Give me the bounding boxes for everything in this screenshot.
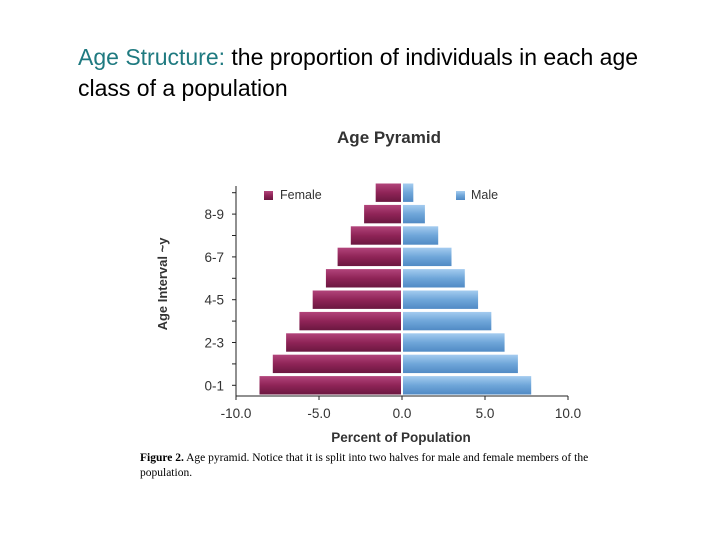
plot-area <box>235 182 568 397</box>
bar-female-6 <box>336 247 403 267</box>
heading-term: Age Structure: <box>78 44 226 70</box>
y-tick-label: 6-7 <box>204 250 224 265</box>
x-tick-labels: -10.0 -5.0 0.0 5.0 10.0 <box>221 396 581 421</box>
x-tick-label: -10.0 <box>221 406 252 421</box>
bar-female-4 <box>312 289 403 310</box>
bar-female-1 <box>272 354 403 374</box>
bar-male-5 <box>401 268 466 289</box>
x-tick-label: 5.0 <box>476 406 495 421</box>
y-axis-label: Age Interval ~y <box>155 237 170 331</box>
y-tick-label: 0-1 <box>204 378 224 393</box>
legend-swatch-male <box>456 191 465 200</box>
y-tick-label: 4-5 <box>204 293 224 308</box>
bar-female-8 <box>363 204 403 224</box>
bar-male-8 <box>401 204 426 224</box>
legend: Female Male <box>264 188 498 202</box>
y-tick-label: 8-9 <box>204 207 224 222</box>
bar-male-9 <box>401 182 414 203</box>
figure-caption: Figure 2. Age pyramid. Notice that it is… <box>140 451 610 481</box>
bar-male-1 <box>401 354 519 374</box>
bar-female-7 <box>350 225 403 246</box>
bar-female-2 <box>285 332 403 353</box>
x-tick-label: 10.0 <box>555 406 581 421</box>
x-tick-label: 0.0 <box>393 406 412 421</box>
bar-female-3 <box>298 311 403 331</box>
bar-female-5 <box>325 268 403 289</box>
bar-male-0 <box>401 375 532 396</box>
bar-male-2 <box>401 332 506 353</box>
chart-title: Age Pyramid <box>337 128 441 147</box>
bar-male-6 <box>401 247 453 267</box>
x-axis-label: Percent of Population <box>331 430 471 445</box>
caption-text: Age pyramid. Notice that it is split int… <box>140 452 589 479</box>
bar-female-9 <box>375 182 403 203</box>
slide-heading: Age Structure: the proportion of individ… <box>78 42 678 104</box>
bar-male-4 <box>401 289 479 310</box>
legend-label-male: Male <box>471 188 498 202</box>
caption-label: Figure 2. <box>140 452 184 464</box>
bar-female-0 <box>258 375 403 396</box>
y-tick-labels: 0-1 2-3 4-5 6-7 8-9 <box>204 192 236 393</box>
x-tick-label: -5.0 <box>307 406 330 421</box>
heading-definition: the proportion of individuals in each ag… <box>78 44 639 101</box>
bar-male-3 <box>401 311 492 331</box>
bar-male-7 <box>401 225 439 246</box>
y-tick-label: 2-3 <box>204 336 224 351</box>
legend-label-female: Female <box>280 188 322 202</box>
legend-swatch-female <box>264 191 273 200</box>
